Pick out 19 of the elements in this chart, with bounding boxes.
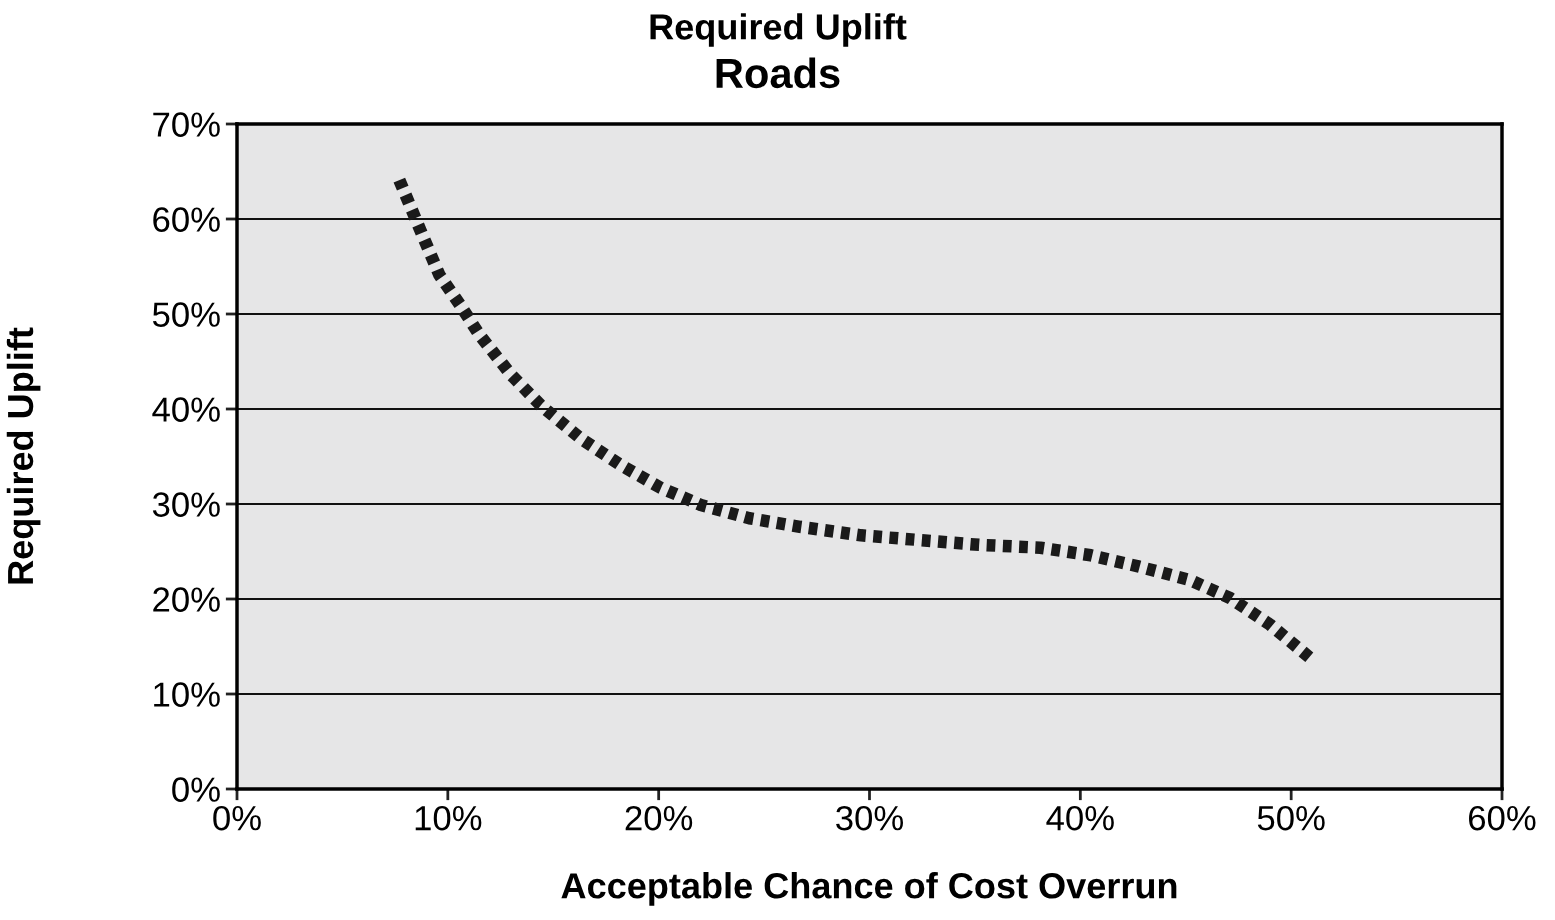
x-tick-label: 50% [1257, 805, 1325, 831]
y-axis-title: Required Uplift [6, 327, 41, 584]
chart-title: Required Uplift [650, 13, 907, 47]
x-tick-label: 60% [1469, 805, 1536, 831]
x-tick-label: 10% [415, 805, 482, 831]
y-tick-label: 50% [152, 302, 220, 327]
x-tick-label: 40% [1046, 805, 1114, 831]
y-tick-label: 70% [153, 112, 220, 137]
y-tick-label: 10% [154, 682, 220, 707]
y-tick-label: 60% [153, 207, 220, 232]
y-tick-label: 30% [152, 492, 220, 517]
y-tick-label: 0% [172, 777, 220, 802]
chart-subtitle: Roads [716, 57, 840, 89]
x-tick-label: 20% [625, 805, 693, 831]
x-tick-label: 30% [836, 805, 904, 831]
y-tick-label: 40% [152, 397, 220, 422]
x-axis-title: Acceptable Chance of Cost Overrun [561, 872, 1177, 906]
x-tick-label: 0% [213, 805, 261, 831]
y-tick-label: 20% [153, 587, 220, 612]
